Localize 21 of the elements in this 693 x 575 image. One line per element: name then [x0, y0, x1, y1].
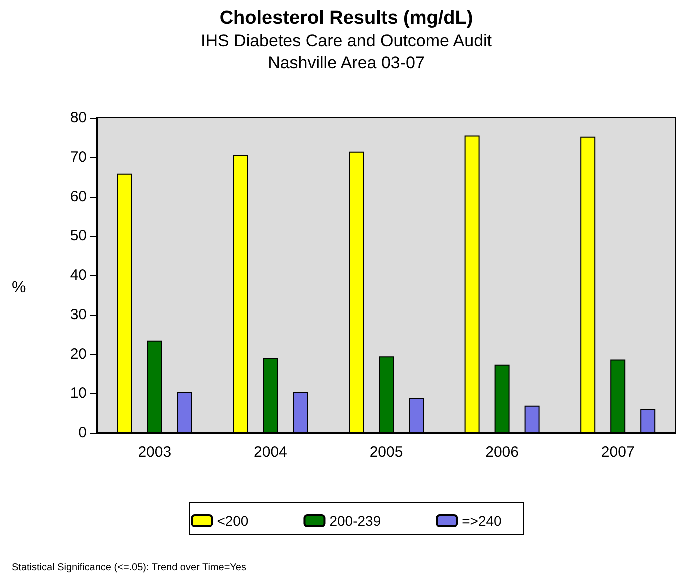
x-tick-label: 2007 [601, 444, 635, 461]
chart-title: Cholesterol Results (mg/dL) [220, 8, 474, 29]
chart-subtitle: IHS Diabetes Care and Outcome Audit Nashville Area 03-07 [200, 32, 492, 72]
x-tick-label: 2006 [486, 444, 519, 461]
x-tick-label: 2005 [370, 444, 404, 461]
y-tick-label: 0 [78, 424, 87, 442]
x-tick-label: 2004 [254, 444, 288, 461]
y-tick-label: 10 [70, 385, 87, 402]
legend-label: 200-239 [330, 513, 382, 529]
x-tick-label: 2003 [138, 444, 172, 461]
y-tick-label: 60 [70, 188, 87, 206]
y-tick-label: 40 [70, 267, 87, 284]
legend-label: =>240 [462, 513, 502, 529]
y-tick-label: 20 [70, 346, 87, 363]
legend-label: <200 [217, 513, 249, 529]
text: Statistical Significance (<=.05): Trend over Time=Yes [12, 562, 246, 574]
y-tick-label: 80 [70, 110, 87, 126]
y-tick-label: 50 [70, 228, 87, 245]
y-axis-title: % [12, 280, 26, 296]
y-tick-label: 30 [70, 306, 87, 324]
y-tick-label: 70 [70, 148, 87, 166]
